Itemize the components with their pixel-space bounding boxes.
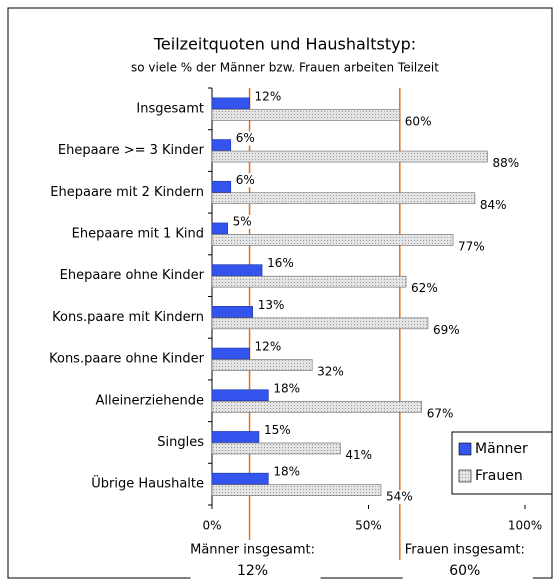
value-label: 13%	[258, 298, 285, 312]
label-background	[490, 156, 523, 171]
label-background	[315, 365, 348, 380]
y-tick-label: Ehepaare mit 1 Kind	[72, 226, 204, 241]
bar	[211, 180, 232, 193]
bar	[211, 150, 488, 163]
label-background	[271, 381, 304, 396]
bar	[211, 347, 250, 360]
bar	[211, 139, 232, 151]
legend-label: Männer	[475, 441, 528, 457]
label-background	[265, 256, 298, 271]
x-tick-label: 50%	[355, 519, 382, 533]
y-tick-label: Kons.paare mit Kindern	[52, 310, 204, 325]
reference-value-label: 60%	[449, 563, 480, 579]
reference-label: Frauen insgesamt:	[405, 543, 525, 558]
label-background	[343, 448, 376, 463]
label-background	[424, 406, 457, 421]
label-background	[255, 298, 288, 313]
bar	[211, 359, 313, 371]
bar	[211, 192, 476, 205]
label-background	[233, 131, 266, 146]
chart-title: Teilzeitquoten und Haushaltstyp:	[153, 35, 416, 54]
label-background	[409, 281, 442, 296]
annotation-background	[402, 540, 533, 580]
value-label: 32%	[317, 365, 344, 379]
value-label: 54%	[386, 490, 413, 504]
label-background	[430, 323, 463, 338]
bar	[211, 484, 382, 496]
label-background	[402, 114, 435, 129]
y-tick-label: Ehepaare ohne Kinder	[60, 268, 205, 283]
label-background	[252, 340, 285, 355]
bar	[211, 442, 341, 455]
value-label: 69%	[433, 323, 460, 337]
legend-swatch	[458, 469, 472, 483]
value-label: 18%	[273, 465, 300, 479]
value-label: 41%	[345, 448, 372, 462]
legend-box	[451, 431, 553, 495]
bar	[211, 222, 228, 235]
value-label: 5%	[233, 214, 252, 228]
bar	[211, 472, 269, 485]
annotation-background	[190, 540, 321, 580]
reference-label: Männer insgesamt:	[190, 543, 315, 558]
value-label: 18%	[273, 381, 300, 395]
y-tick-label: Insgesamt	[136, 101, 204, 116]
y-tick-label: Singles	[157, 435, 204, 450]
value-label: 12%	[255, 340, 282, 354]
y-tick-label: Übrige Haushalte	[91, 475, 204, 492]
y-tick-label: Ehepaare >= 3 Kinder	[58, 143, 205, 158]
value-label: 6%	[236, 131, 255, 145]
value-label: 6%	[236, 173, 255, 187]
value-label: 12%	[255, 89, 282, 103]
bar	[211, 431, 260, 443]
value-label: 60%	[405, 114, 432, 128]
bar	[211, 400, 423, 413]
y-tick-label: Alleinerziehende	[96, 393, 204, 408]
x-tick-label: 100%	[508, 519, 542, 533]
bar	[211, 97, 250, 110]
label-background	[384, 490, 417, 505]
value-label: 77%	[458, 239, 485, 253]
label-background	[477, 198, 510, 213]
x-tick-label: 0%	[202, 519, 221, 533]
label-background	[230, 214, 263, 229]
y-tick-label: Ehepaare mit 2 Kindern	[50, 185, 204, 200]
chart-subtitle: so viele % der Männer bzw. Frauen arbeit…	[131, 61, 439, 75]
y-tick-label: Kons.paare ohne Kinder	[49, 352, 205, 367]
label-background	[456, 239, 489, 254]
bar	[211, 234, 454, 246]
bar	[211, 306, 253, 318]
label-background	[261, 423, 294, 438]
label-background	[252, 89, 285, 104]
bar	[211, 109, 401, 121]
value-label: 62%	[411, 281, 438, 295]
reference-value-label: 12%	[237, 563, 268, 579]
value-label: 67%	[427, 406, 454, 420]
legend-swatch	[458, 442, 472, 456]
bar	[211, 264, 263, 276]
label-background	[233, 173, 266, 188]
bar	[211, 389, 269, 402]
bar	[211, 317, 429, 330]
value-label: 16%	[267, 256, 294, 270]
value-label: 88%	[492, 156, 519, 170]
bar	[211, 275, 407, 288]
value-label: 84%	[480, 198, 507, 212]
legend-label: Frauen	[475, 468, 523, 484]
value-label: 15%	[264, 423, 291, 437]
label-background	[271, 465, 304, 480]
